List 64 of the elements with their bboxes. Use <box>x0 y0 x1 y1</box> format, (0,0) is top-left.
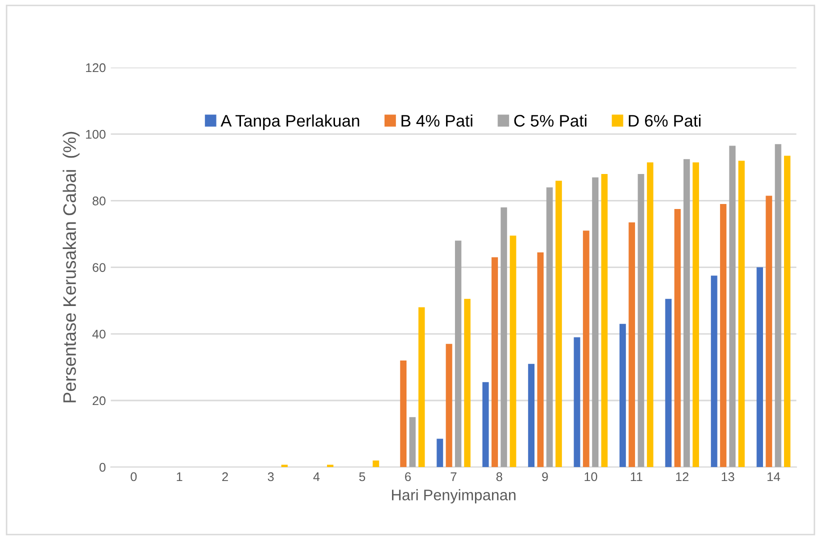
x-tick-label: 14 <box>768 472 780 482</box>
bar <box>738 160 745 468</box>
bar <box>492 257 498 468</box>
x-tick-label: 4 <box>313 472 320 482</box>
bar <box>592 177 598 468</box>
x-tick-label: 9 <box>542 472 548 482</box>
x-tick-label: 0 <box>130 472 137 482</box>
bar <box>546 187 553 468</box>
y-tick-label: 100 <box>86 130 106 139</box>
bar <box>601 174 608 468</box>
y-tick-label: 20 <box>92 396 106 406</box>
bar <box>556 180 562 468</box>
y-tick-label: 40 <box>92 330 106 339</box>
y-tick-label: 0 <box>100 462 106 472</box>
bar <box>674 209 681 468</box>
x-tick-label: 13 <box>722 472 734 482</box>
legend-label: B 4% Pati <box>402 114 472 127</box>
bar <box>774 144 782 468</box>
y-tick-label: 60 <box>92 263 106 272</box>
bar <box>372 460 380 468</box>
bar <box>436 438 444 468</box>
bar <box>756 267 764 468</box>
bar <box>464 298 471 468</box>
bar <box>720 204 726 468</box>
bar <box>784 156 790 468</box>
bar <box>446 344 452 468</box>
x-tick-label: 2 <box>222 472 228 482</box>
bar <box>482 382 489 468</box>
x-tick-label: 11 <box>630 472 642 482</box>
x-tick-label: 5 <box>359 472 366 482</box>
bar <box>638 174 644 468</box>
bar <box>683 159 690 468</box>
legend-label: D 6% Pati <box>628 114 700 127</box>
bar <box>510 236 516 468</box>
bar <box>418 307 425 468</box>
x-tick-label: 7 <box>450 472 456 482</box>
legend-label: C 5% Pati <box>514 114 586 127</box>
x-tick-label: 10 <box>584 472 598 482</box>
bar <box>620 324 626 468</box>
bar <box>574 337 580 468</box>
legend-label: A Tanpa Perlakuan <box>220 114 360 130</box>
x-tick-label: 8 <box>496 472 502 482</box>
bar <box>646 162 654 468</box>
bar <box>692 162 700 468</box>
bar <box>628 222 636 468</box>
y-axis-title: Persentase Kerusakan Cabai (%) <box>62 132 80 402</box>
bar <box>500 207 508 468</box>
bar <box>454 240 462 468</box>
x-axis-title: Hari Penyimpanan <box>392 489 516 504</box>
bar <box>766 196 772 468</box>
bar <box>400 360 407 468</box>
x-tick-label: 1 <box>176 472 182 482</box>
x-tick-label: 6 <box>405 472 411 482</box>
bar <box>537 252 544 468</box>
x-tick-label: 12 <box>676 472 688 482</box>
bar <box>710 276 718 468</box>
bar <box>528 364 534 468</box>
y-tick-label: 120 <box>86 63 106 72</box>
bar <box>582 230 590 468</box>
bar <box>409 417 416 468</box>
bar <box>665 298 672 468</box>
y-tick-label: 80 <box>92 196 106 206</box>
bar <box>729 146 736 468</box>
x-tick-label: 3 <box>268 472 274 482</box>
